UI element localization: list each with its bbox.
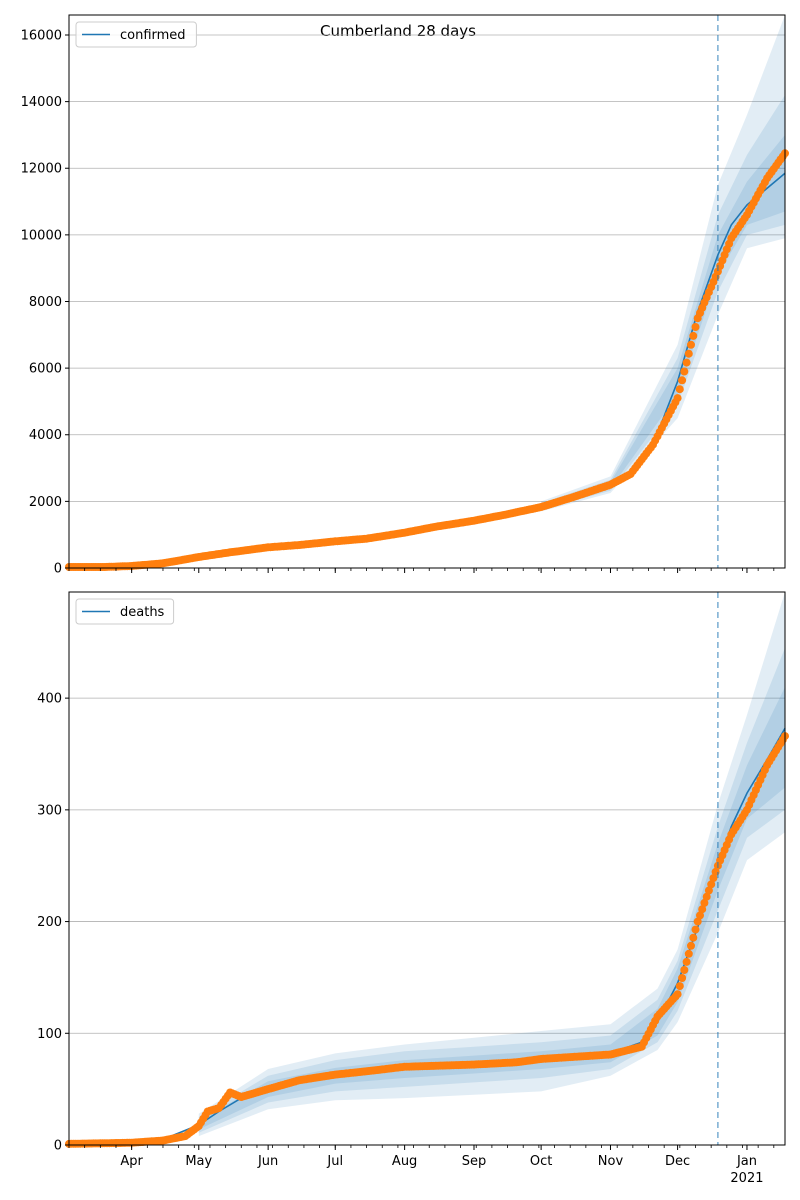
x-tick-label: Oct [530,1154,552,1169]
observed-point [707,880,716,889]
observed-point [682,358,691,367]
legend-box [75,598,175,625]
y-tick-label: 8000 [29,295,62,310]
uncertainty-band [198,592,786,1137]
confirmed-legend: confirmed [75,21,197,48]
observed-point [691,925,700,934]
observed-point [675,982,684,991]
observed-point [709,874,718,883]
observed-point [678,376,687,385]
x-tick-label: Jun [257,1154,278,1169]
observed-point [689,331,698,340]
uncertainty-band [541,95,785,510]
legend-label-confirmed: confirmed [120,28,186,43]
y-tick-label: 14000 [21,95,62,110]
observed-point [700,898,709,907]
deaths-panel: 0 100 200 300 400 Apr May Jun Jul Aug Sep Oct Nov De… [37,591,789,1186]
uncertainty-band [541,134,785,509]
y-tick-label: 10000 [21,228,62,243]
observed-point [689,933,698,942]
x-tick-label: Aug [392,1154,417,1169]
axes-frame [68,591,786,1146]
y-tick-label: 0 [54,1139,62,1154]
y-tick-label: 2000 [29,495,62,510]
figure-title: Cumberland 28 days [320,22,476,40]
observed-point [673,394,682,403]
x-tick-label: Dec [665,1154,690,1169]
x-tick-label: Sep [462,1154,487,1169]
y-tick-label: 100 [37,1027,62,1042]
legend-label-deaths: deaths [120,605,165,620]
x-tick-year-label: 2021 [730,1171,763,1186]
deaths-legend: deaths [75,598,175,625]
confirmed-observed-points [65,149,789,571]
x-tick-label: Apr [120,1154,143,1169]
observed-point [702,892,711,901]
observed-point [687,941,695,950]
confirmed-uncertainty-bands [541,15,785,512]
observed-point [698,905,707,914]
observed-point [687,340,695,349]
observed-point [680,966,689,974]
y-tick-label: 16000 [21,28,62,43]
uncertainty-band [541,15,785,512]
y-tick-label: 6000 [29,362,62,377]
deaths-axes-frame [68,591,786,1146]
observed-point [680,367,689,376]
deaths-uncertainty-bands [198,592,786,1137]
y-tick-label: 12000 [21,162,62,177]
observed-point [684,349,693,358]
x-tick-label: Nov [598,1154,624,1169]
observed-point [678,974,687,982]
observed-point [691,323,700,331]
y-tick-label: 300 [37,803,62,818]
observed-point [696,911,704,920]
x-tick-label: May [185,1154,212,1169]
observed-point [693,917,702,926]
confirmed-panel: 0 2000 4000 6000 8000 10000 12000 14000 16000 co… [21,14,789,577]
y-tick-label: 200 [37,915,62,930]
deaths-observed-points [65,732,789,1148]
y-tick-label: 0 [54,562,62,577]
deaths-y-axis: 0 100 200 300 400 [37,692,69,1154]
confirmed-axes-frame [68,14,786,569]
observed-point [675,385,684,394]
legend-box [75,21,197,48]
x-tick-label: Jul [326,1154,343,1169]
axes-frame [68,14,786,569]
x-tick-label: Jan [736,1154,757,1169]
confirmed-y-axis: 0 2000 4000 6000 8000 10000 12000 14000 16000 [21,28,69,577]
uncertainty-band [198,647,786,1133]
deaths-x-axis: Apr May Jun Jul Aug Sep Oct Nov Dec Jan 2021 [68,1145,775,1186]
observed-point [704,886,713,895]
observed-point [684,949,693,958]
observed-point [673,990,682,999]
y-tick-label: 400 [37,692,62,707]
y-tick-label: 4000 [29,428,62,443]
observed-point [682,957,691,966]
confirmed-x-axis [68,568,775,573]
